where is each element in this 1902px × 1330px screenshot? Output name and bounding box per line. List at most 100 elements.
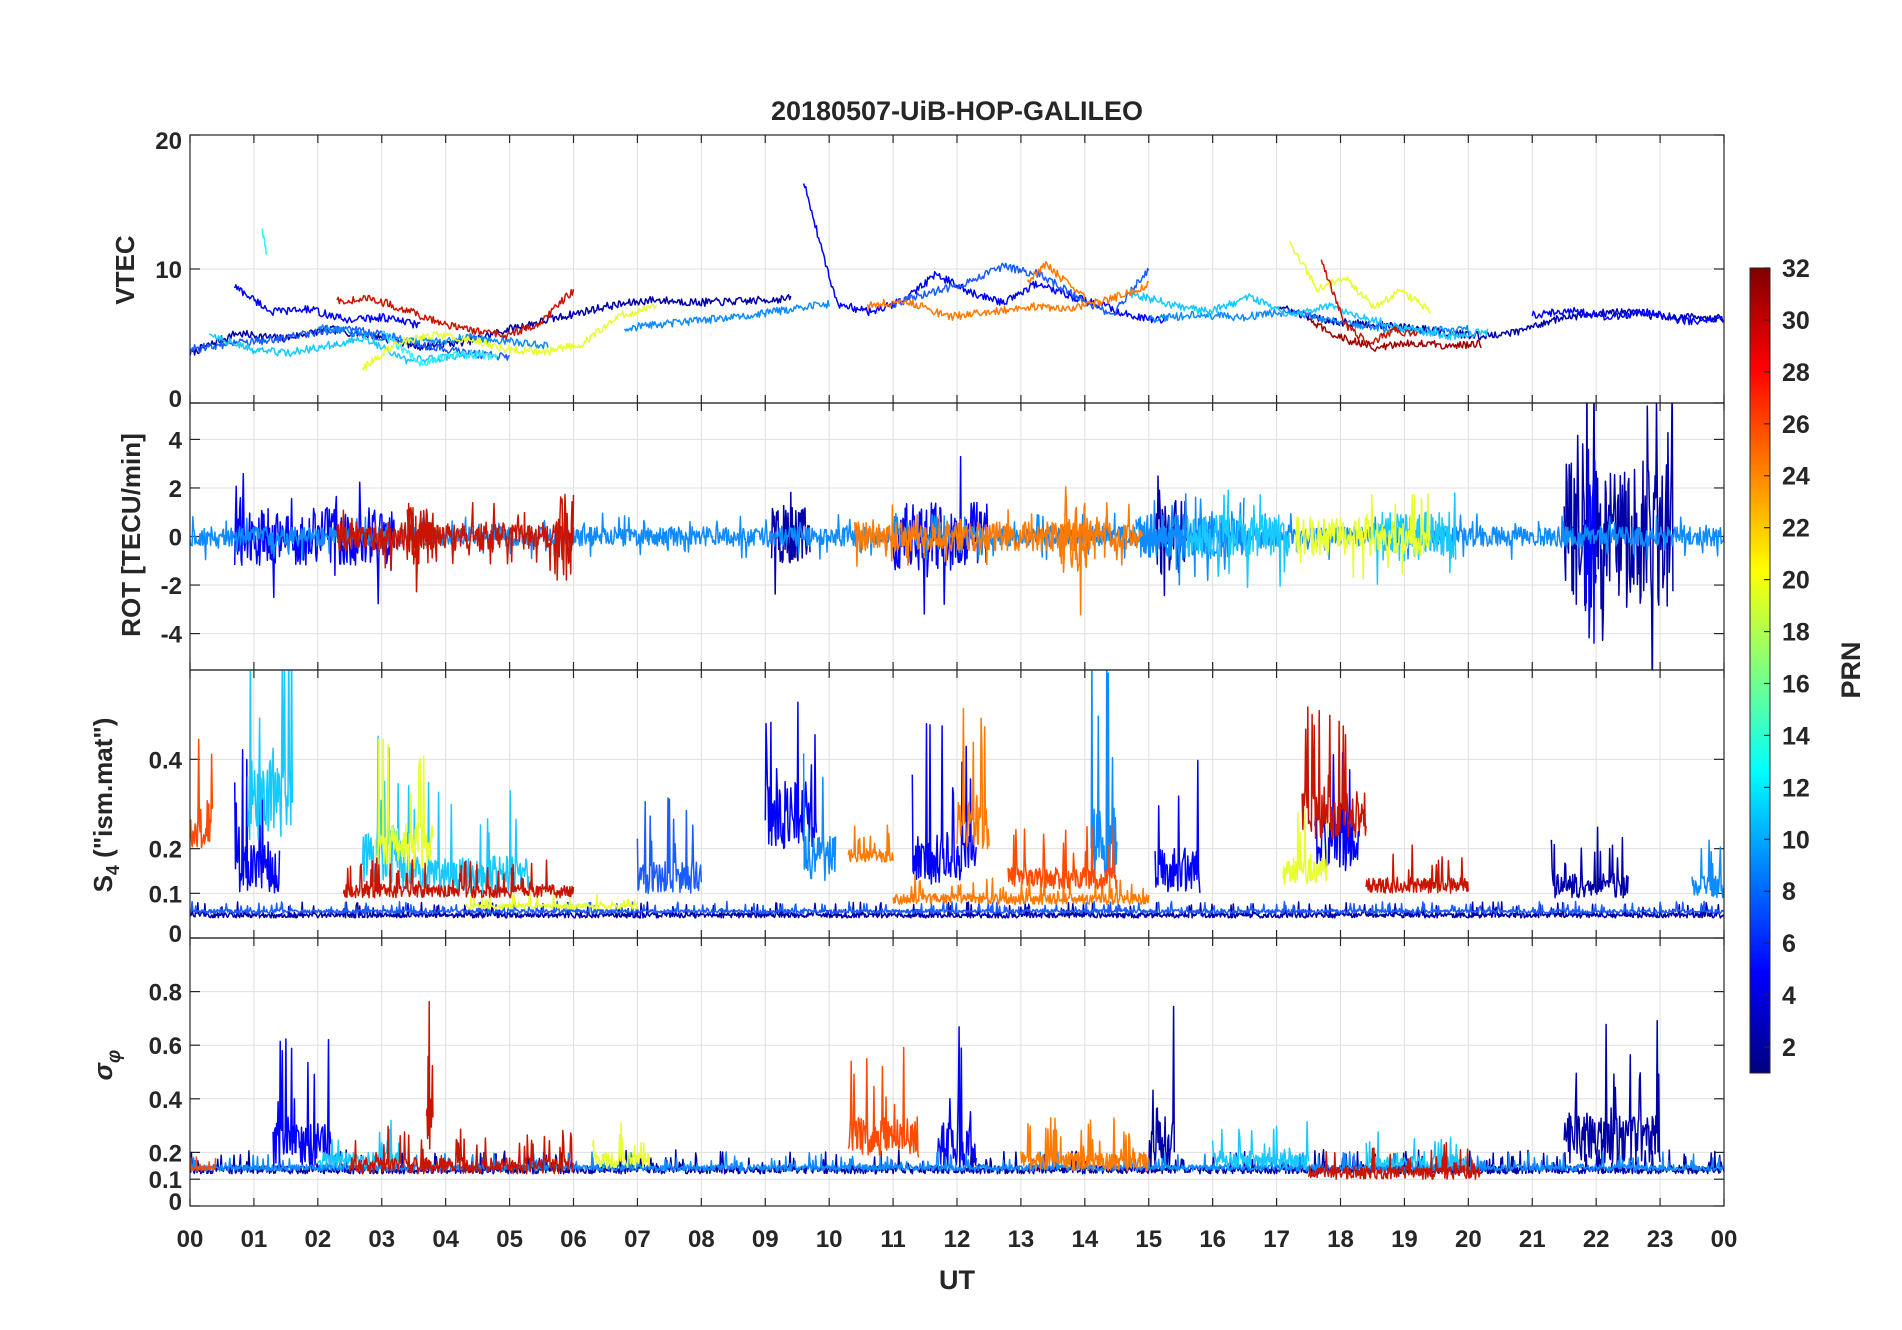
prn-trace [406,507,434,593]
prn-trace [208,333,485,365]
colorbar-ticks: 32 30 28 26 24 22 20 18 16 14 12 10 8 6 4 2 [1764,255,1810,1062]
colorbar-tick-label: 16 [1782,670,1810,698]
prn-trace [464,892,639,910]
prn-trace [591,1121,651,1170]
colorbar-gradient [1749,267,1771,1074]
prn-trace [233,748,281,894]
prn-trace [1295,492,1431,580]
prn-trace [1007,825,1118,890]
x-tick-label: 10 [816,1226,843,1253]
x-tick-label: 19 [1391,1226,1418,1253]
prn-trace [1154,759,1201,893]
x-tick-label: 04 [432,1226,459,1253]
colorbar-tick-label: 20 [1782,567,1810,595]
y-tick-label: 0 [169,1189,182,1216]
x-tick-label: 09 [752,1226,779,1253]
prn-trace [272,1038,332,1170]
x-tick-label: 00 [1711,1226,1738,1253]
colorbar-label: PRN [1836,641,1866,698]
prn-trace [1308,318,1482,352]
traces [190,183,1724,371]
x-axis: 00 01 02 03 04 05 06 07 08 09 10 11 12 13 14 15 16 17 18 19… [177,1226,1738,1253]
x-tick-label: 21 [1519,1226,1546,1253]
prn-trace [1563,1020,1661,1164]
prn-trace [233,284,421,329]
prn-trace [1128,288,1489,341]
colorbar-tick-label: 18 [1782,619,1810,647]
colorbar-tick-label: 14 [1782,722,1810,750]
colorbar-tick-label: 10 [1782,826,1810,854]
prn-trace [911,723,977,885]
prn-trace [1211,1121,1310,1170]
x-tick-label: 22 [1583,1226,1610,1253]
colorbar-tick-label: 12 [1782,774,1810,802]
y-axis-label-s4: S4 ("ism.mat") [88,718,123,893]
y-tick-label: 0 [169,386,182,413]
prn-trace [190,1156,217,1172]
prn-trace [190,901,1724,919]
y-tick-label: 0.1 [149,881,182,908]
prn-trace [764,701,818,850]
prn-trace [1282,808,1329,886]
y-axis-label-sigma-phi: σφ [88,1050,125,1081]
x-tick-label: 06 [560,1226,587,1253]
sigma-phi-ylabel: σφ [88,1050,125,1081]
prn-trace [853,502,1144,567]
prn-trace [425,1001,434,1150]
prn-trace [892,262,1150,316]
colorbar-tick-label: 28 [1782,359,1810,387]
y-tick-label: 4 [169,427,183,454]
colorbar-tick-label: 32 [1782,255,1810,283]
y-axis-label-vtec: VTEC [110,235,140,305]
y-tick-label: 10 [155,257,182,284]
prn-trace [190,900,1724,915]
prn-trace [1365,1131,1469,1170]
x-tick-label: 23 [1647,1226,1674,1253]
prn-trace [317,324,549,350]
prn-trace [937,1026,977,1171]
panel-rot: -4 -2 0 2 4 [161,402,1725,671]
y-axis-label-rot: ROT [TECU/min] [116,433,146,637]
axes-frame [189,937,1725,1207]
x-tick-label: 14 [1071,1226,1098,1253]
panel-s4: 0 0.1 0.2 0.4 [149,669,1725,948]
traces [190,1001,1724,1180]
prn-trace [342,857,575,899]
y-tick-label: 0.2 [149,837,182,864]
s4-ylabel: S4 ("ism.mat") [88,718,123,893]
prn-trace [1301,706,1367,840]
prn-trace [246,670,294,841]
prn-trace [1276,305,1724,341]
y-tick-label: 0 [169,525,182,552]
x-tick-label: 03 [368,1226,395,1253]
x-tick-label: 16 [1199,1226,1226,1253]
prn-trace [1531,306,1724,326]
x-tick-label: 07 [624,1226,651,1253]
prn-trace [802,183,1169,324]
x-tick-label: 17 [1263,1226,1290,1253]
colorbar-tick-label: 6 [1782,930,1796,958]
prn-trace [847,1046,920,1158]
prn-trace [866,280,1149,321]
x-axis-label: UT [939,1265,975,1295]
y-tick-label: 2 [169,476,182,503]
prn-trace [1691,839,1724,899]
prn-trace [361,303,658,371]
x-tick-label: 01 [241,1226,268,1253]
prn-trace [1026,261,1086,300]
y-tick-label: 0.4 [149,1087,183,1114]
prn-trace [892,872,1150,906]
prn-trace [1550,826,1629,899]
traces [190,403,1724,670]
colorbar-label-group: PRN [1836,641,1866,698]
y-tick-label: 20 [155,128,182,155]
colorbar: 32 30 28 26 24 22 20 18 16 14 12 10 8 6 4 2 PRN [1749,255,1866,1074]
prn-trace [1582,448,1597,644]
prn-trace [190,738,214,849]
colorbar-tick-label: 2 [1782,1034,1796,1062]
prn-trace [1186,489,1291,589]
vtec-ylabel: VTEC [110,235,140,305]
y-tick-label: -4 [161,622,183,649]
prn-trace [1289,241,1431,314]
